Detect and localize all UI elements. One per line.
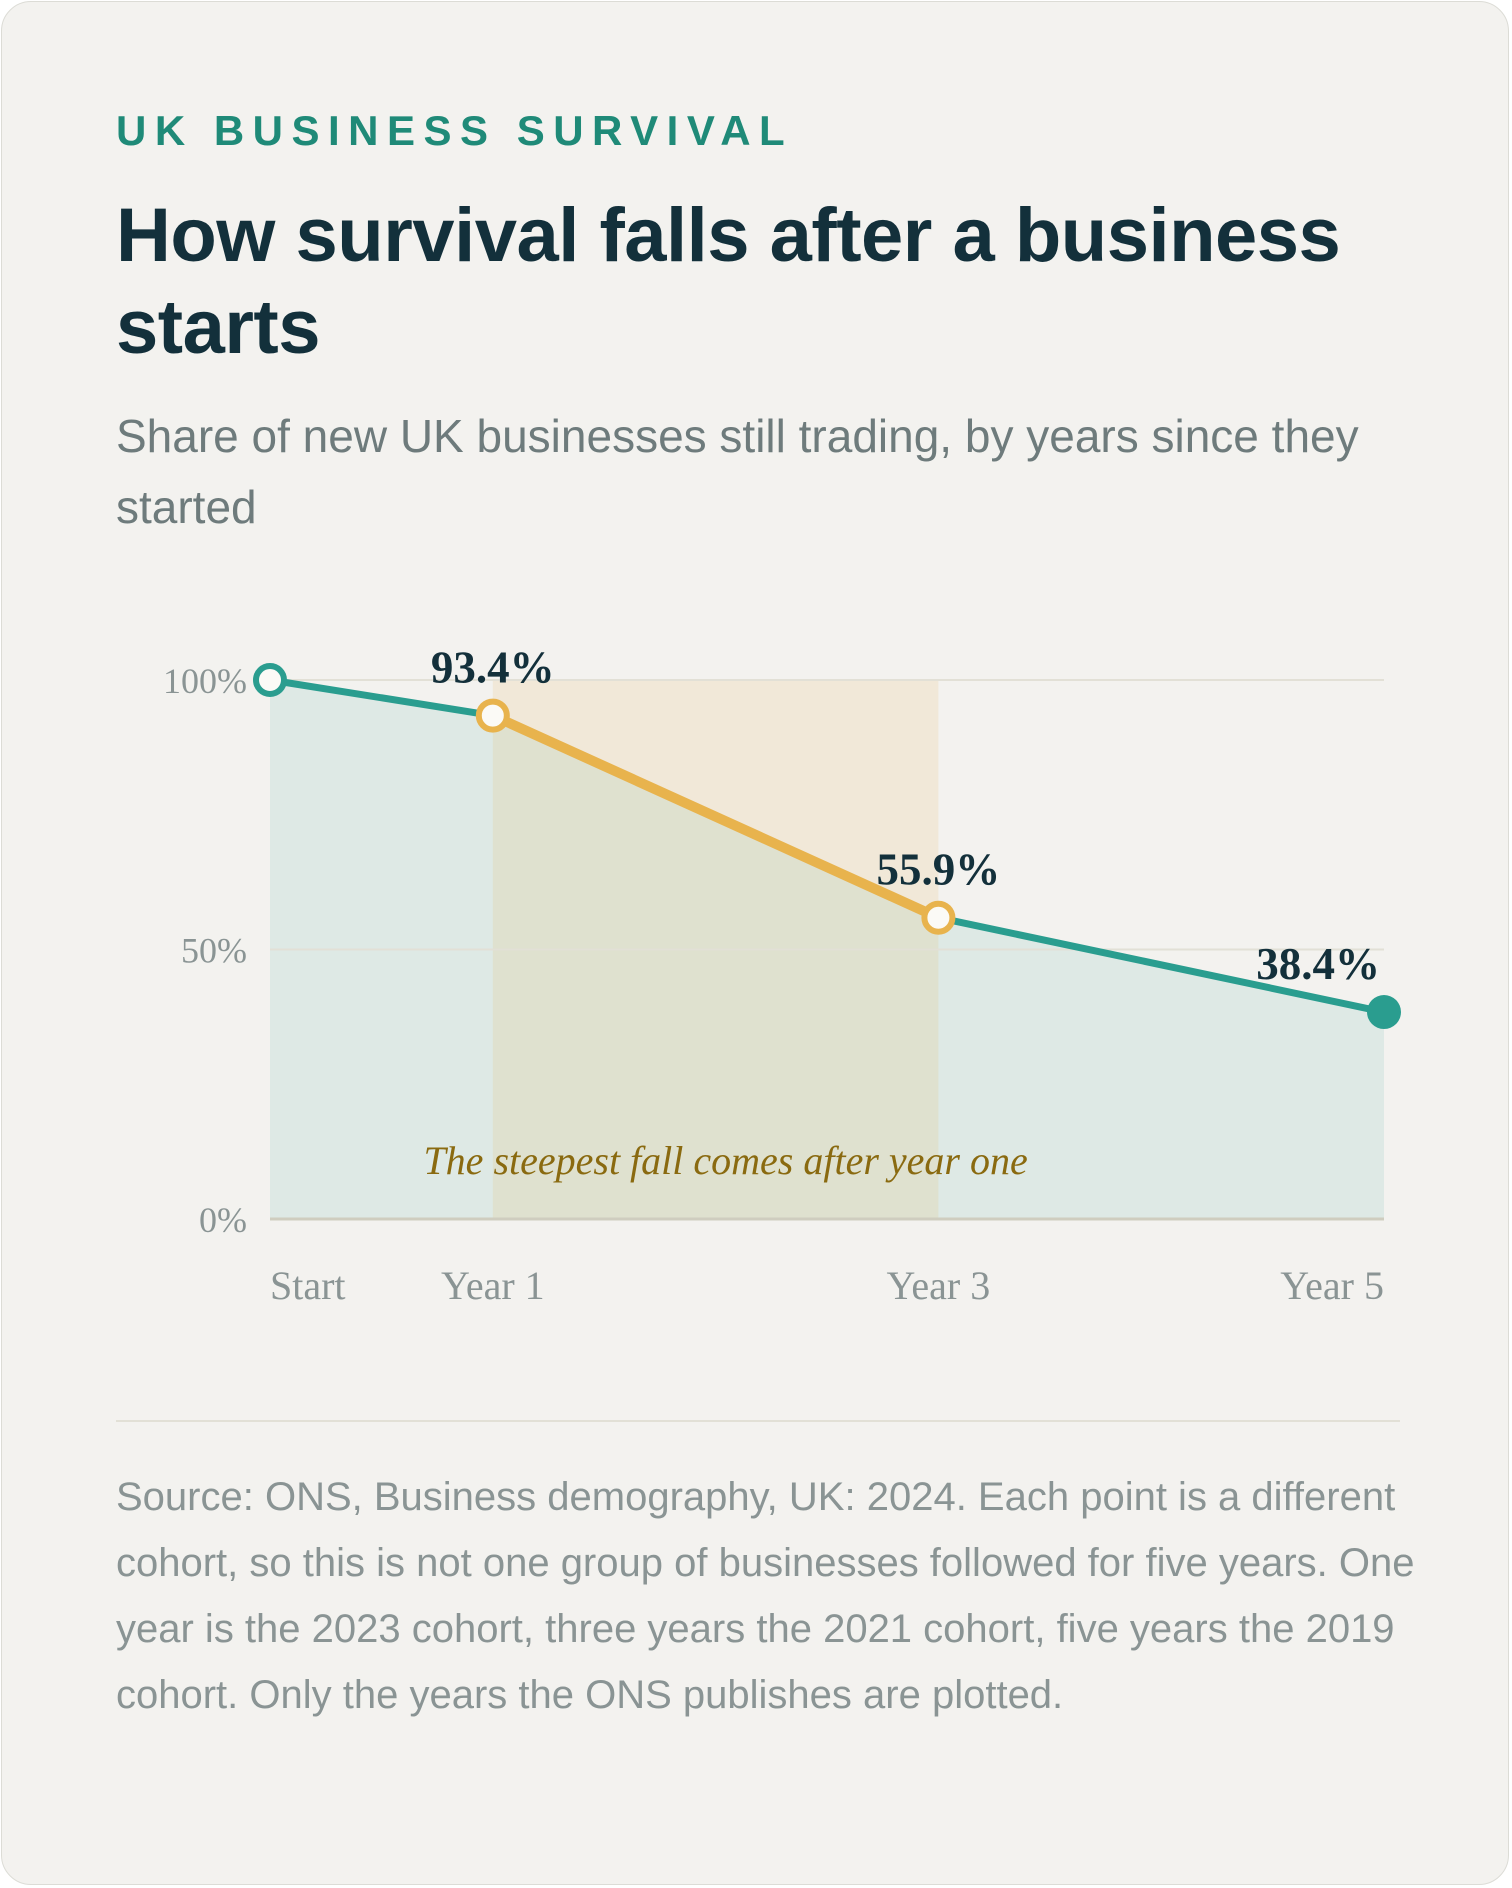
x-tick-label: Year 3 <box>887 1263 991 1308</box>
chart-subtitle: Share of new UK businesses still trading… <box>116 410 1359 533</box>
data-label: 38.4% <box>1256 939 1380 989</box>
data-point <box>1367 995 1401 1030</box>
annotation-text: The steepest fall comes after year one <box>423 1138 1027 1183</box>
y-tick-label: 50% <box>181 931 247 971</box>
eyebrow-label: UK BUSINESS SURVIVAL <box>116 107 794 154</box>
data-label: 55.9% <box>877 845 1001 895</box>
data-label: 93.4% <box>431 643 555 693</box>
y-tick-label: 0% <box>199 1200 247 1240</box>
x-tick-label: Year 5 <box>1280 1263 1384 1308</box>
series-line-segment <box>266 676 497 720</box>
source-note: Source: ONS, Business demography, UK: 20… <box>116 1475 1415 1717</box>
y-tick-label: 100% <box>163 661 247 701</box>
data-point <box>921 900 956 935</box>
data-point <box>253 663 287 697</box>
series-line-segment <box>487 710 944 923</box>
footer-divider <box>116 1420 1400 1422</box>
line-chart: 93.4% 55.9% 38.4% The steepest fall comes a… <box>163 643 1401 1308</box>
chart-title: How survival falls after a business star… <box>116 193 1341 370</box>
series-line-segment <box>934 914 1388 1016</box>
data-point <box>475 698 510 733</box>
x-tick-label: Year 1 <box>441 1263 545 1308</box>
x-tick-label: Start <box>270 1263 346 1308</box>
